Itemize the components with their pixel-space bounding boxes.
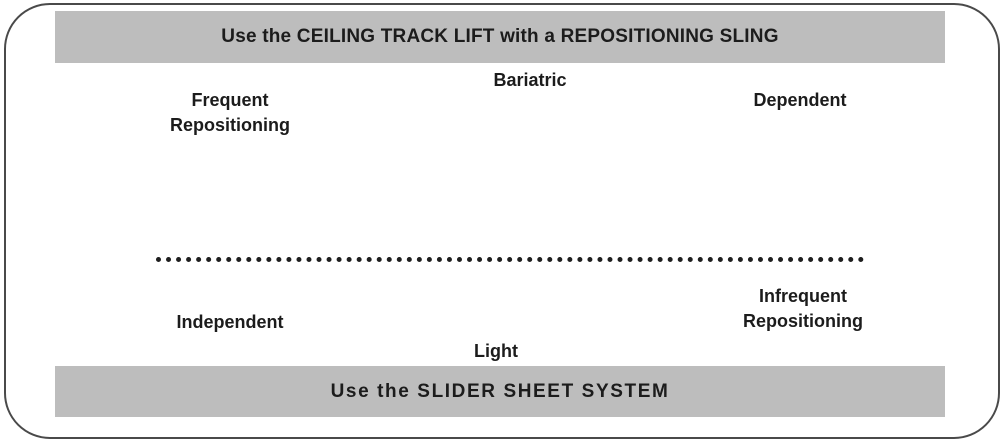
slider-sheet-system-banner-text: Use the SLIDER SHEET SYSTEM [330, 380, 670, 402]
independent-label: Independent [176, 312, 284, 332]
ceiling-track-lift-banner: Use the CEILING TRACK LIFT with a REPOSI… [55, 11, 945, 63]
infrequent-repositioning-line-2: Repositioning [743, 311, 863, 331]
dependent-label: Dependent [753, 90, 847, 110]
bariatric-label: Bariatric [493, 70, 567, 90]
slider-sheet-system-banner: Use the SLIDER SHEET SYSTEM [55, 366, 945, 417]
ceiling-track-lift-banner-text: Use the CEILING TRACK LIFT with a REPOSI… [221, 26, 779, 47]
frequent-repositioning-line-1: Frequent [191, 90, 269, 110]
frequent-repositioning-line-2: Repositioning [170, 115, 290, 135]
dotted-divider [156, 257, 864, 267]
light-label: Light [474, 341, 518, 361]
infrequent-repositioning-label: Infrequent Repositioning [718, 284, 888, 334]
infrequent-repositioning-line-1: Infrequent [759, 286, 847, 306]
frequent-repositioning-label: Frequent Repositioning [140, 88, 320, 138]
